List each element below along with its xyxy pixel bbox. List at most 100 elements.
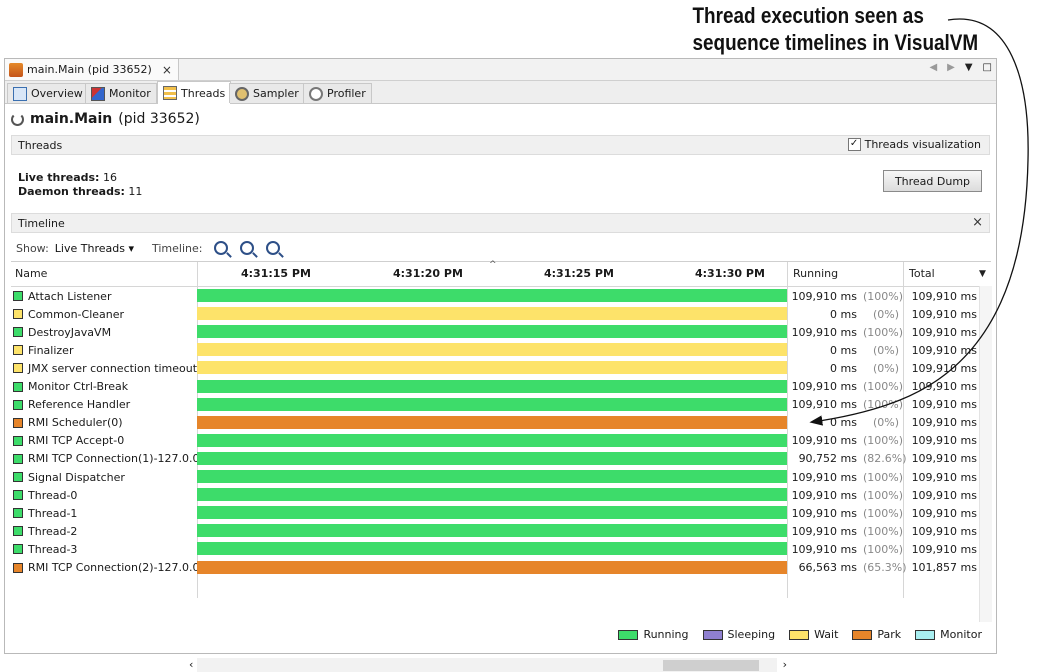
app-title: main.Main (pid 33652): [11, 111, 200, 127]
table-row[interactable]: DestroyJavaVM 109,910 ms (100%) 109,910 ms: [11, 323, 991, 341]
thread-name-cell: RMI TCP Connection(2)-127.0.0.1: [11, 559, 197, 577]
timeline-tick-4: 4:31:30 PM: [695, 267, 765, 280]
total-cell: 101,857 ms: [911, 561, 977, 574]
checkbox-checked-icon[interactable]: ✓: [847, 138, 861, 151]
tab-sampler-label: Sampler: [253, 87, 299, 100]
zoom-in-icon[interactable]: [214, 241, 229, 255]
table-row[interactable]: Attach Listener 109,910 ms (100%) 109,910 m…: [11, 287, 991, 305]
thread-name: Thread-0: [28, 488, 78, 502]
legend-swatch: [702, 629, 723, 640]
app-title-main: main.Main: [30, 111, 113, 127]
legend-swatch: [852, 629, 873, 640]
tab-sampler[interactable]: Sampler: [229, 83, 305, 103]
tab-threads[interactable]: Threads: [157, 81, 232, 104]
running-cell: 109,910 ms (100%): [787, 540, 903, 558]
sampler-icon: [235, 86, 249, 101]
horizontal-scrollbar[interactable]: ‹ ›: [189, 658, 787, 672]
close-timeline-icon[interactable]: ×: [972, 215, 983, 230]
legend-swatch: [915, 629, 936, 640]
table-header: Name 4:31:15 PM 4:31:20 PM 4:31:25 PM 4:…: [11, 260, 991, 287]
legend-swatch: [789, 629, 810, 640]
table-row[interactable]: Thread-0 109,910 ms (100%) 109,910 ms: [11, 486, 991, 504]
total-cell: 109,910 ms: [911, 325, 977, 339]
tab-profiler[interactable]: Profiler: [303, 83, 372, 103]
thread-timeline-bar: [197, 325, 787, 339]
running-percent: (100%): [863, 434, 904, 448]
scroll-left-icon[interactable]: ◀: [929, 62, 938, 73]
table-row[interactable]: Finalizer 0 ms (0%) 109,910 ms: [11, 341, 991, 359]
total-cell: 109,910 ms: [911, 380, 977, 393]
scroll-right-icon[interactable]: ▶: [947, 62, 955, 73]
running-percent: (0%): [872, 307, 899, 321]
table-row[interactable]: Common-Cleaner 0 ms (0%) 109,910 ms: [11, 305, 991, 323]
callout-line-2: sequence timelines in VisualVM: [692, 30, 978, 55]
daemon-threads-value: 11: [128, 185, 143, 198]
dropdown-icon[interactable]: ▼: [964, 62, 973, 73]
close-icon[interactable]: ×: [161, 62, 172, 77]
threads-section-label: Threads: [18, 138, 63, 152]
total-cell: 109,910 ms: [911, 542, 977, 556]
zoom-fit-icon[interactable]: [266, 241, 281, 255]
tab-monitor[interactable]: Monitor: [85, 83, 157, 103]
table-row[interactable]: RMI TCP Accept-0 109,910 ms (100%) 109,910 …: [11, 432, 991, 450]
threads-visualization-label: Threads visualization: [864, 138, 981, 151]
thread-state-icon: [13, 526, 23, 537]
running-percent: (100%): [863, 398, 904, 412]
running-percent: (100%): [863, 380, 904, 393]
show-dropdown[interactable]: Live Threads ▾: [55, 242, 134, 255]
tab-threads-label: Threads: [181, 86, 226, 100]
table-row[interactable]: Thread-1 109,910 ms (100%) 109,910 ms: [11, 504, 991, 522]
table-row[interactable]: JMX server connection timeout 23 0 ms (0%)…: [11, 359, 991, 377]
thread-state-icon: [13, 562, 23, 573]
scroll-right-arrow-icon[interactable]: ›: [782, 658, 787, 671]
total-cell: 109,910 ms: [911, 524, 977, 538]
table-row[interactable]: Monitor Ctrl-Break 109,910 ms (100%) 109,91…: [11, 378, 991, 396]
monitor-icon: [91, 86, 105, 101]
table-row[interactable]: Thread-3 109,910 ms (100%) 109,910 ms: [11, 540, 991, 558]
table-row[interactable]: RMI TCP Connection(2)-127.0.0.1 66,563 ms…: [11, 559, 991, 577]
thread-timeline-bar: [197, 433, 787, 447]
thread-timeline-bar: [197, 361, 787, 375]
thread-dump-button[interactable]: Thread Dump: [883, 170, 982, 192]
table-row[interactable]: Reference Handler 109,910 ms (100%) 109,910…: [11, 396, 991, 414]
column-running-header[interactable]: Running: [793, 267, 839, 280]
document-tab[interactable]: main.Main (pid 33652) ×: [5, 59, 179, 80]
zoom-out-icon[interactable]: [240, 241, 255, 255]
column-total-header[interactable]: Total: [909, 267, 935, 280]
running-time: 90,752 ms: [798, 452, 857, 466]
timeline-tick-3: 4:31:25 PM: [544, 267, 614, 280]
column-menu-icon[interactable]: ▼: [979, 269, 986, 279]
thread-name: Thread-3: [28, 542, 78, 556]
thread-name-cell: JMX server connection timeout 23: [11, 359, 197, 377]
thread-name-cell: Common-Cleaner: [11, 305, 197, 323]
show-label: Show:: [16, 241, 49, 255]
table-row[interactable]: Signal Dispatcher 109,910 ms (100%) 109,910…: [11, 468, 991, 486]
column-name-header[interactable]: Name: [15, 267, 48, 280]
thread-name-cell: Thread-3: [11, 540, 197, 558]
tab-overview[interactable]: Overview: [7, 83, 89, 103]
legend-item: Running: [618, 628, 689, 641]
sort-caret-icon: ^: [489, 260, 497, 270]
table-row[interactable]: Thread-2 109,910 ms (100%) 109,910 ms: [11, 522, 991, 540]
thread-timeline-bar: [197, 542, 787, 556]
running-time: 0 ms: [830, 343, 857, 357]
vertical-scrollbar[interactable]: [979, 286, 992, 622]
thread-state-icon: [13, 363, 23, 374]
maximize-icon[interactable]: □: [982, 62, 992, 73]
thread-state-icon: [13, 453, 23, 464]
scroll-left-arrow-icon[interactable]: ‹: [189, 658, 194, 671]
total-cell: 109,910 ms: [911, 488, 977, 502]
horizontal-scrollbar-thumb[interactable]: [663, 660, 759, 671]
legend-item: Park: [852, 628, 901, 641]
total-cell: 109,910 ms: [911, 434, 977, 448]
running-cell: 109,910 ms (100%): [787, 378, 903, 396]
table-row[interactable]: RMI TCP Connection(1)-127.0.0.1 90,752 ms…: [11, 450, 991, 468]
legend-item: Wait: [789, 628, 838, 641]
callout-line-1: Thread execution seen as: [692, 3, 924, 28]
running-time: 109,910 ms: [791, 506, 857, 520]
thread-name: Thread-1: [28, 506, 78, 520]
threads-visualization-toggle[interactable]: ✓ Threads visualization: [847, 138, 981, 151]
total-cell: 109,910 ms: [911, 343, 977, 357]
running-cell: 109,910 ms (100%): [787, 486, 903, 504]
table-row[interactable]: RMI Scheduler(0) 0 ms (0%) 109,910 ms: [11, 414, 991, 432]
